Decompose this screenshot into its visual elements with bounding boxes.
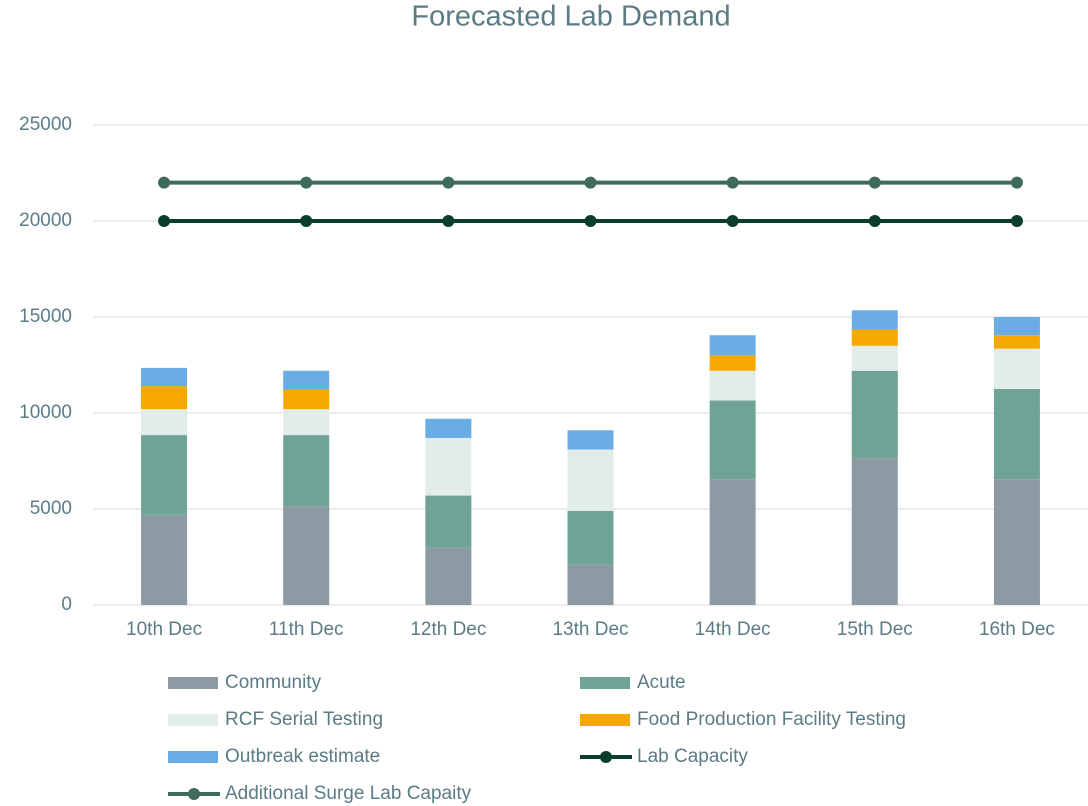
bar-segment <box>141 514 188 605</box>
legend-label: Lab Capacity <box>637 746 748 767</box>
legend-swatch <box>580 677 630 689</box>
line-marker <box>158 215 171 227</box>
x-tick-label: 14th Dec <box>695 619 771 640</box>
legend-swatch <box>168 714 218 726</box>
bar-segment <box>851 345 898 371</box>
bar-segment <box>993 335 1040 349</box>
x-tick-label: 11th Dec <box>269 619 344 640</box>
bar-segment <box>283 435 330 507</box>
bar-segment <box>141 386 188 410</box>
legend-swatch <box>188 788 200 800</box>
legend-label: Outbreak estimate <box>225 746 380 767</box>
line-marker <box>868 176 881 189</box>
legend-label: Additional Surge Lab Capaity <box>225 783 472 804</box>
bar-segment <box>425 547 472 605</box>
line-marker <box>442 176 455 189</box>
bar-segment <box>709 355 756 371</box>
bar-segment <box>567 510 614 565</box>
bar-segment <box>283 389 330 410</box>
bar-segment <box>283 506 330 605</box>
bar-segment <box>567 564 614 605</box>
bar-segment <box>283 409 330 436</box>
line-marker <box>584 215 597 227</box>
bar-segment <box>709 479 756 605</box>
x-tick-label: 16th Dec <box>979 619 1055 640</box>
bar-segment <box>851 458 898 605</box>
y-tick-label: 5000 <box>30 498 72 519</box>
line-marker <box>158 176 171 189</box>
bar-segment <box>709 400 756 480</box>
line-marker <box>300 215 313 227</box>
y-tick-label: 20000 <box>19 210 72 231</box>
bar-segment <box>993 348 1040 389</box>
bar-segment <box>141 435 188 515</box>
bar-segment <box>709 370 756 401</box>
chart-title: Forecasted Lab Demand <box>411 1 730 33</box>
legend-swatch <box>168 677 218 689</box>
bar-segment <box>567 430 614 450</box>
bar-segment <box>709 335 756 356</box>
y-tick-label: 25000 <box>19 114 72 135</box>
line-marker <box>584 176 597 189</box>
bar-segment <box>141 367 188 387</box>
line-marker <box>1010 176 1023 189</box>
y-tick-label: 10000 <box>19 402 72 423</box>
legend-label: Food Production Facility Testing <box>637 709 906 730</box>
bar-segment <box>851 370 898 459</box>
line-marker <box>442 215 455 227</box>
legend-swatch <box>600 751 612 763</box>
legend-swatch <box>580 714 630 726</box>
line-marker <box>1010 215 1023 227</box>
bar-segment <box>567 449 614 511</box>
legend-label: RCF Serial Testing <box>225 709 383 730</box>
line-marker <box>868 215 881 227</box>
line-marker <box>726 215 739 227</box>
legend-swatch <box>168 751 218 763</box>
legend-label: Acute <box>637 672 686 693</box>
line-marker <box>726 176 739 189</box>
bar-segment <box>425 418 472 438</box>
y-tick-label: 15000 <box>19 306 72 327</box>
bar-segment <box>425 437 472 496</box>
bar-segment <box>141 409 188 436</box>
legend-label: Community <box>225 672 322 693</box>
x-tick-label: 13th Dec <box>552 619 628 640</box>
y-tick-label: 0 <box>61 594 72 615</box>
bar-segment <box>283 370 330 390</box>
line-marker <box>300 176 313 189</box>
x-tick-label: 12th Dec <box>410 619 486 640</box>
x-tick-label: 10th Dec <box>126 619 202 640</box>
bar-segment <box>993 317 1040 336</box>
bar-segment <box>851 310 898 330</box>
x-tick-label: 15th Dec <box>837 619 913 640</box>
bar-segment <box>851 329 898 346</box>
bar-segment <box>993 479 1040 605</box>
bar-segment <box>425 495 472 548</box>
bar-segment <box>993 389 1040 480</box>
